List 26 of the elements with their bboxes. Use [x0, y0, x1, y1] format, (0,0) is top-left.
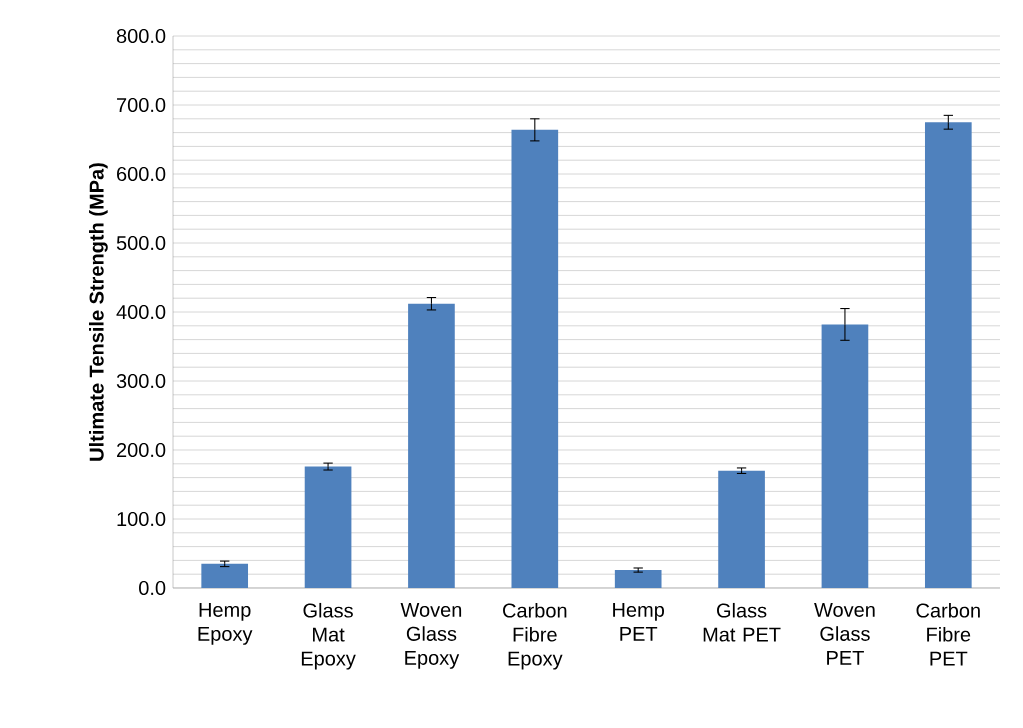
bar [511, 129, 559, 588]
x-tick-label: Glass Mat PET [703, 602, 781, 642]
bar [408, 303, 455, 588]
y-tick-label: 700.0 [117, 97, 166, 113]
y-tick-label: 800.0 [116, 28, 166, 44]
y-tick-label: 400.0 [116, 304, 166, 320]
x-tick-label: Woven Glass PET [814, 602, 875, 665]
bar [614, 570, 662, 588]
x-tick-label: Carbon Fibre PET [916, 602, 980, 666]
bar [304, 466, 352, 588]
x-tick-label: Glass Mat Epoxy [301, 602, 356, 670]
x-tick-label: Hemp Epoxy [198, 602, 253, 645]
y-tick-label: 200.0 [117, 442, 166, 458]
y-tick-label: 500.0 [116, 235, 166, 251]
x-tick-label: Hemp PET [613, 602, 665, 641]
y-tick-label: 100.0 [117, 511, 166, 527]
y-tick-label: 300.0 [116, 373, 166, 389]
x-tick-label: Carbon Fibre Epoxy [503, 602, 567, 670]
bar [201, 563, 249, 588]
bar [924, 122, 972, 588]
y-tick-label: 600.0 [117, 166, 166, 182]
bar [821, 324, 869, 588]
bar [718, 470, 765, 588]
x-tick-label: Woven Glass Epoxy [400, 602, 462, 669]
y-axis-title: Ultimate Tensile Strength (MPa) [89, 163, 108, 461]
y-tick-label: 0.0 [139, 580, 166, 596]
